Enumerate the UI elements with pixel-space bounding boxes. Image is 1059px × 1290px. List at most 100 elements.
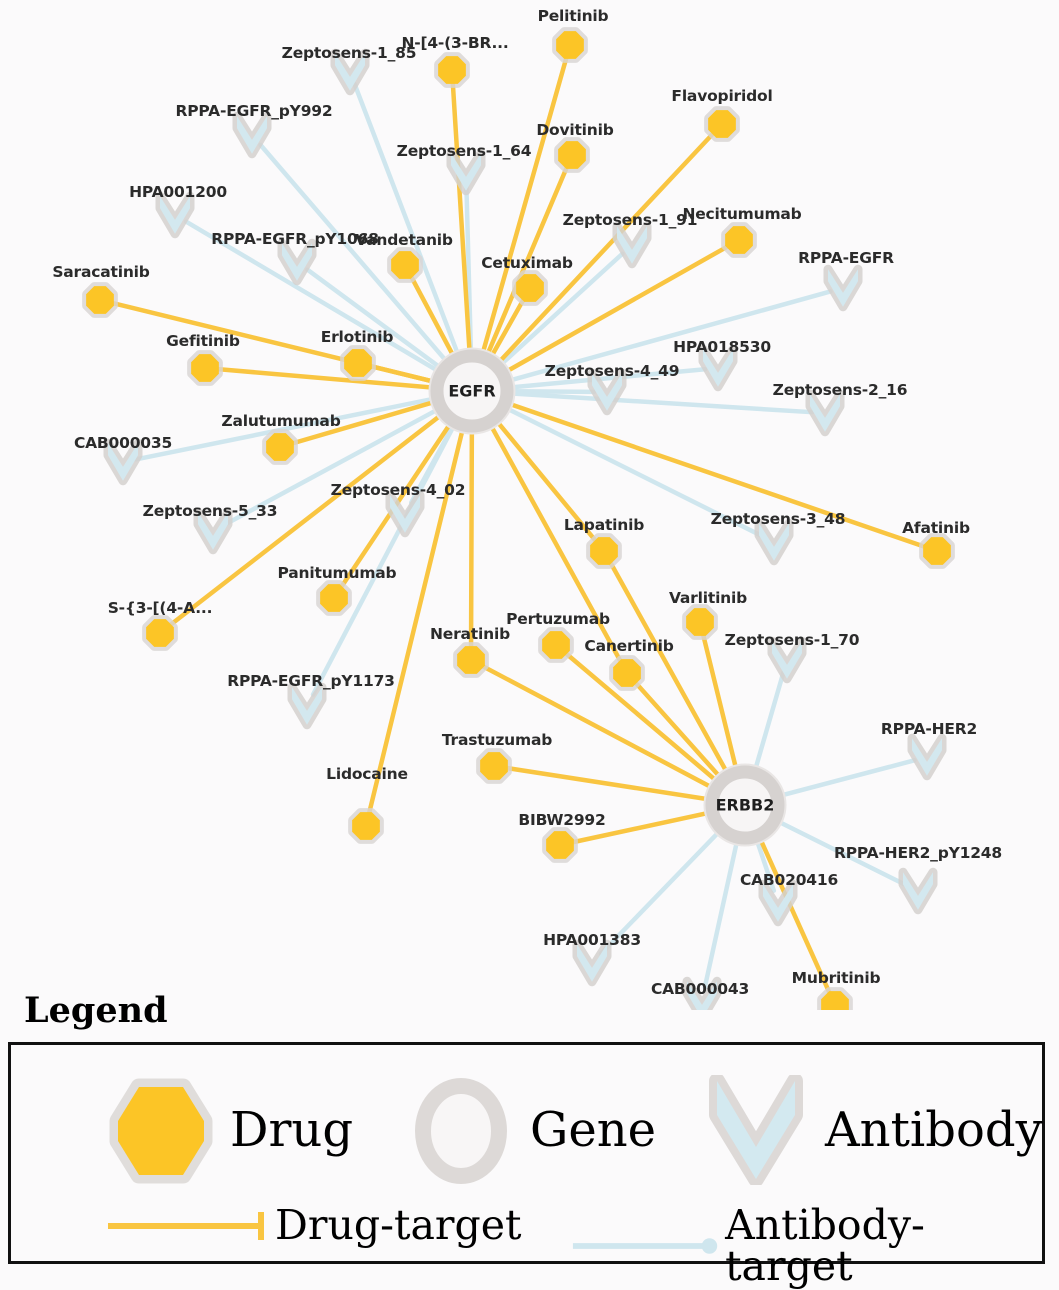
legend-item-antibody-target: Antibody-target	[571, 1205, 1042, 1287]
drug-node[interactable]	[391, 251, 419, 279]
gene-node-label: EGFR	[448, 381, 496, 401]
antibody-node[interactable]	[160, 196, 190, 234]
gene-node-inner	[720, 780, 770, 830]
antibody-node[interactable]	[772, 641, 802, 679]
antibody-node[interactable]	[687, 981, 717, 1010]
drug-node[interactable]	[590, 537, 618, 565]
drug-target-edge-icon	[108, 1211, 264, 1240]
network-svg	[82, 27, 955, 1010]
drug-target-edge	[480, 663, 718, 792]
antibody-node[interactable]	[292, 687, 322, 725]
legend-label-antibody: Antibody	[825, 1102, 1043, 1158]
antibody-target-edge	[754, 836, 777, 893]
drug-node[interactable]	[821, 991, 849, 1010]
antibody-node[interactable]	[335, 53, 365, 91]
gene-icon	[415, 1078, 507, 1184]
drug-node[interactable]	[344, 349, 372, 377]
drug-target-edge	[168, 410, 446, 628]
drug-node[interactable]	[146, 619, 174, 647]
drug-target-edge	[494, 131, 716, 367]
antibody-target-edge-icon	[572, 1238, 718, 1254]
drug-node[interactable]	[923, 537, 951, 565]
drug-target-edge	[501, 244, 730, 376]
drug-target-edge	[450, 80, 473, 358]
legend-item-drug-target: Drug-target	[106, 1205, 521, 1246]
drug-node[interactable]	[556, 31, 584, 59]
antibody-node[interactable]	[282, 243, 312, 281]
legend: Legend Drug Gene Ant	[0, 990, 1059, 1287]
drug-node[interactable]	[725, 226, 753, 254]
antibody-node[interactable]	[912, 738, 942, 776]
drug-target-edge	[570, 809, 715, 845]
drug-node[interactable]	[480, 752, 508, 780]
drug-target-edge	[487, 297, 526, 362]
drug-icon	[109, 1078, 213, 1184]
network-graph[interactable]: Zeptosens-1_85 RPPA-EGFR_pY992 Zeptosens-1…	[0, 0, 1059, 1010]
drug-node[interactable]	[613, 659, 641, 687]
antibody-node[interactable]	[759, 523, 789, 561]
antibody-target-edge	[503, 405, 765, 539]
drug-target-edge	[366, 423, 466, 816]
drug-node[interactable]	[542, 631, 570, 659]
drug-node[interactable]	[438, 56, 466, 84]
legend-item-drug: Drug	[106, 1075, 353, 1185]
drug-node[interactable]	[320, 584, 348, 612]
gene-node-inner	[445, 364, 499, 418]
antibody-node[interactable]	[577, 944, 607, 982]
legend-label-gene: Gene	[530, 1102, 657, 1158]
antibody-target-edge	[507, 389, 597, 395]
legend-item-gene: Gene	[406, 1075, 656, 1185]
drug-target-edge	[368, 363, 440, 385]
drug-node[interactable]	[708, 110, 736, 138]
antibody-target-edge	[507, 391, 815, 415]
antibody-target-edge	[183, 219, 442, 374]
gene-node-ring[interactable]	[705, 765, 785, 845]
drug-target-edge	[215, 366, 439, 391]
drug-target-edge	[563, 651, 722, 786]
drug-target-edge	[608, 560, 731, 778]
legend-title: Legend	[24, 990, 168, 1031]
legend-edges-row: Drug-target Antibody-target	[11, 1205, 1042, 1287]
antibody-icon	[709, 1075, 803, 1185]
antibody-node[interactable]	[828, 269, 858, 307]
drug-node[interactable]	[352, 812, 380, 840]
legend-item-antibody: Antibody	[701, 1075, 1043, 1185]
antibody-node[interactable]	[592, 373, 622, 411]
drug-node[interactable]	[457, 646, 485, 674]
antibody-target-edge	[774, 818, 909, 888]
antibody-target-edge	[258, 142, 450, 365]
gene-node-ring[interactable]	[430, 349, 514, 433]
drug-node[interactable]	[266, 433, 294, 461]
nodes-layer	[82, 27, 955, 1010]
drug-node[interactable]	[516, 274, 544, 302]
antibody-target-edge	[133, 396, 438, 462]
drug-node[interactable]	[546, 831, 574, 859]
antibody-node[interactable]	[451, 153, 481, 191]
drug-node[interactable]	[558, 141, 586, 169]
antibody-target-edge	[305, 267, 444, 371]
antibody-node[interactable]	[237, 116, 267, 154]
antibody-target-edge	[464, 182, 474, 356]
antibody-target-edge	[222, 406, 441, 528]
drug-target-edge	[504, 765, 714, 803]
drug-node[interactable]	[191, 354, 219, 382]
legend-shapes-row: Drug Gene Antibody	[11, 1075, 1043, 1185]
drug-target-edge	[408, 274, 458, 362]
antibody-node[interactable]	[108, 443, 138, 481]
antibody-node[interactable]	[903, 872, 933, 910]
drug-node[interactable]	[86, 286, 114, 314]
antibody-node[interactable]	[390, 495, 420, 533]
antibody-target-edge	[702, 837, 740, 990]
legend-label-antibody-target: Antibody-target	[725, 1201, 925, 1290]
legend-box: Drug Gene Antibody	[8, 1042, 1045, 1287]
drug-target-edge	[483, 164, 570, 361]
antibody-target-edge	[497, 251, 625, 368]
antibody-node[interactable]	[810, 394, 840, 432]
drug-node[interactable]	[686, 608, 714, 636]
antibody-target-edge	[507, 366, 708, 390]
antibody-node[interactable]	[703, 349, 733, 387]
antibody-target-edge	[506, 289, 833, 384]
antibody-node[interactable]	[198, 512, 228, 550]
antibody-node[interactable]	[763, 884, 793, 922]
antibody-node[interactable]	[617, 226, 647, 264]
